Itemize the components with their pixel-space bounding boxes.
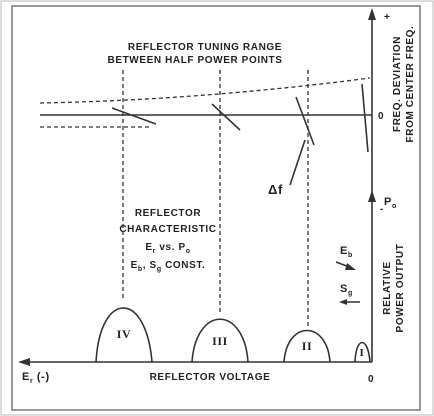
mode-dividers (122, 70, 309, 328)
inner-frame (11, 5, 421, 411)
axes (18, 8, 376, 366)
mode-label: I (360, 347, 365, 359)
title-line: BETWEEN HALF POWER POINTS (108, 55, 283, 66)
power-axis-label: RELATIVE (382, 261, 393, 315)
power-modes (95, 307, 371, 363)
po-label: Po (384, 196, 397, 210)
tuning-segment (295, 96, 315, 146)
tuning-segment (361, 83, 369, 153)
arrow (345, 263, 356, 270)
plus-label: + (384, 12, 390, 23)
mode-curve (95, 307, 153, 363)
characteristic-line: Eb, Sg CONST. (131, 260, 206, 273)
arrow (368, 190, 376, 202)
tuning-segment (111, 107, 157, 125)
mode-curve (283, 329, 331, 363)
title-line: REFLECTOR TUNING RANGE (128, 42, 282, 53)
delta-f-leader (289, 139, 306, 186)
mode-label: IV (117, 327, 132, 341)
freq-axis-label: FREQ. DEVIATION (392, 36, 403, 132)
eb-label: Eb (340, 245, 353, 259)
arrow (339, 299, 347, 305)
mode-curve (354, 341, 371, 363)
mode-curve (191, 318, 249, 363)
characteristic-line: REFLECTOR (135, 208, 202, 219)
power-axis-label: POWER OUTPUT (395, 244, 406, 333)
arrow (18, 358, 30, 366)
tuning-segment (211, 103, 241, 131)
upper-half-power-curve (39, 77, 371, 104)
sg-label: Sg (340, 283, 353, 297)
tuning-plot (39, 77, 372, 186)
delta-f-label: Δf (268, 182, 283, 197)
mode-label: II (302, 339, 313, 353)
freq-axis-label: FROM CENTER FREQ. (405, 26, 416, 143)
characteristic-line: CHARACTERISTIC (119, 224, 216, 235)
voltage-axis-label: REFLECTOR VOLTAGE (150, 372, 271, 383)
voltage-axis-left: Er (-) (22, 371, 50, 385)
voltage-zero: 0 (368, 374, 374, 385)
minus-label: - (380, 204, 384, 215)
arrow (368, 8, 376, 20)
zero-label: 0 (378, 111, 384, 122)
mode-label: III (212, 334, 228, 348)
characteristic-line: Er vs. Po (145, 242, 190, 255)
